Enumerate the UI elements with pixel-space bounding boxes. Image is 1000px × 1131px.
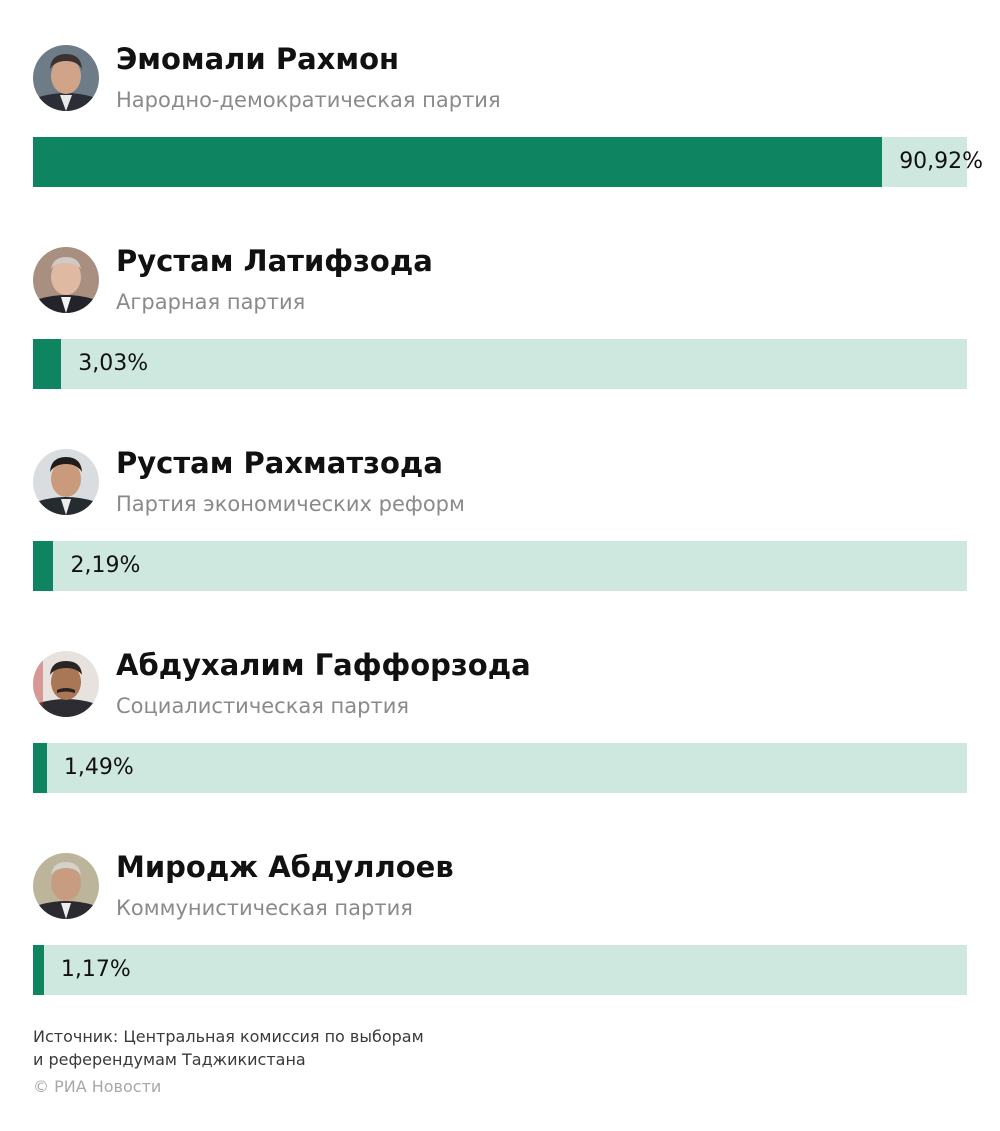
bar-track: 1,17% — [33, 945, 967, 995]
source-line: и референдумам Таджикистана — [33, 1050, 306, 1069]
bar-value-label: 90,92% — [899, 149, 984, 174]
bar-track: 1,49% — [33, 743, 967, 793]
candidate-row: Рустам Латифзода Аграрная партия 3,03% — [33, 240, 967, 410]
candidate-photo — [33, 45, 99, 111]
bar-value-label: 1,49% — [63, 755, 134, 780]
candidate-photo — [33, 247, 99, 313]
bar-value-label: 1,17% — [60, 957, 131, 982]
candidate-name: Рустам Рахматзода — [116, 446, 443, 480]
candidate-party: Социалистическая партия — [116, 694, 409, 718]
bar-value-label: 3,03% — [78, 351, 149, 376]
candidate-row: Эмомали Рахмон Народно-демократическая п… — [33, 38, 983, 208]
candidate-party: Партия экономических реформ — [116, 492, 465, 516]
bar — [33, 137, 883, 187]
candidate-name: Абдухалим Гаффорзода — [116, 648, 531, 682]
source-note: Источник: Центральная комиссия по выбора… — [33, 1025, 424, 1071]
bar — [33, 743, 47, 793]
bar — [33, 541, 54, 591]
candidate-party: Аграрная партия — [116, 290, 306, 314]
copyright: © РИА Новости — [33, 1077, 162, 1096]
bar-track: 3,03% — [33, 339, 967, 389]
source-line: Источник: Центральная комиссия по выбора… — [33, 1027, 424, 1046]
candidate-photo — [33, 853, 99, 919]
bar-value-label: 2,19% — [70, 553, 141, 578]
candidate-party: Коммунистическая партия — [116, 896, 413, 920]
candidate-name: Рустам Латифзода — [116, 244, 433, 278]
candidate-photo — [33, 449, 99, 515]
candidate-row: Миродж Абдуллоев Коммунистическая партия… — [33, 846, 967, 1016]
bar — [33, 339, 62, 389]
bar-track: 2,19% — [33, 541, 967, 591]
candidate-photo — [33, 651, 99, 717]
candidate-row: Абдухалим Гаффорзода Социалистическая па… — [33, 644, 967, 814]
candidate-row: Рустам Рахматзода Партия экономических р… — [33, 442, 967, 612]
bar — [33, 945, 44, 995]
candidate-party: Народно-демократическая партия — [116, 88, 501, 112]
bar-track: 90,92% — [33, 137, 983, 187]
candidate-name: Эмомали Рахмон — [116, 42, 400, 76]
candidate-name: Миродж Абдуллоев — [116, 850, 454, 884]
